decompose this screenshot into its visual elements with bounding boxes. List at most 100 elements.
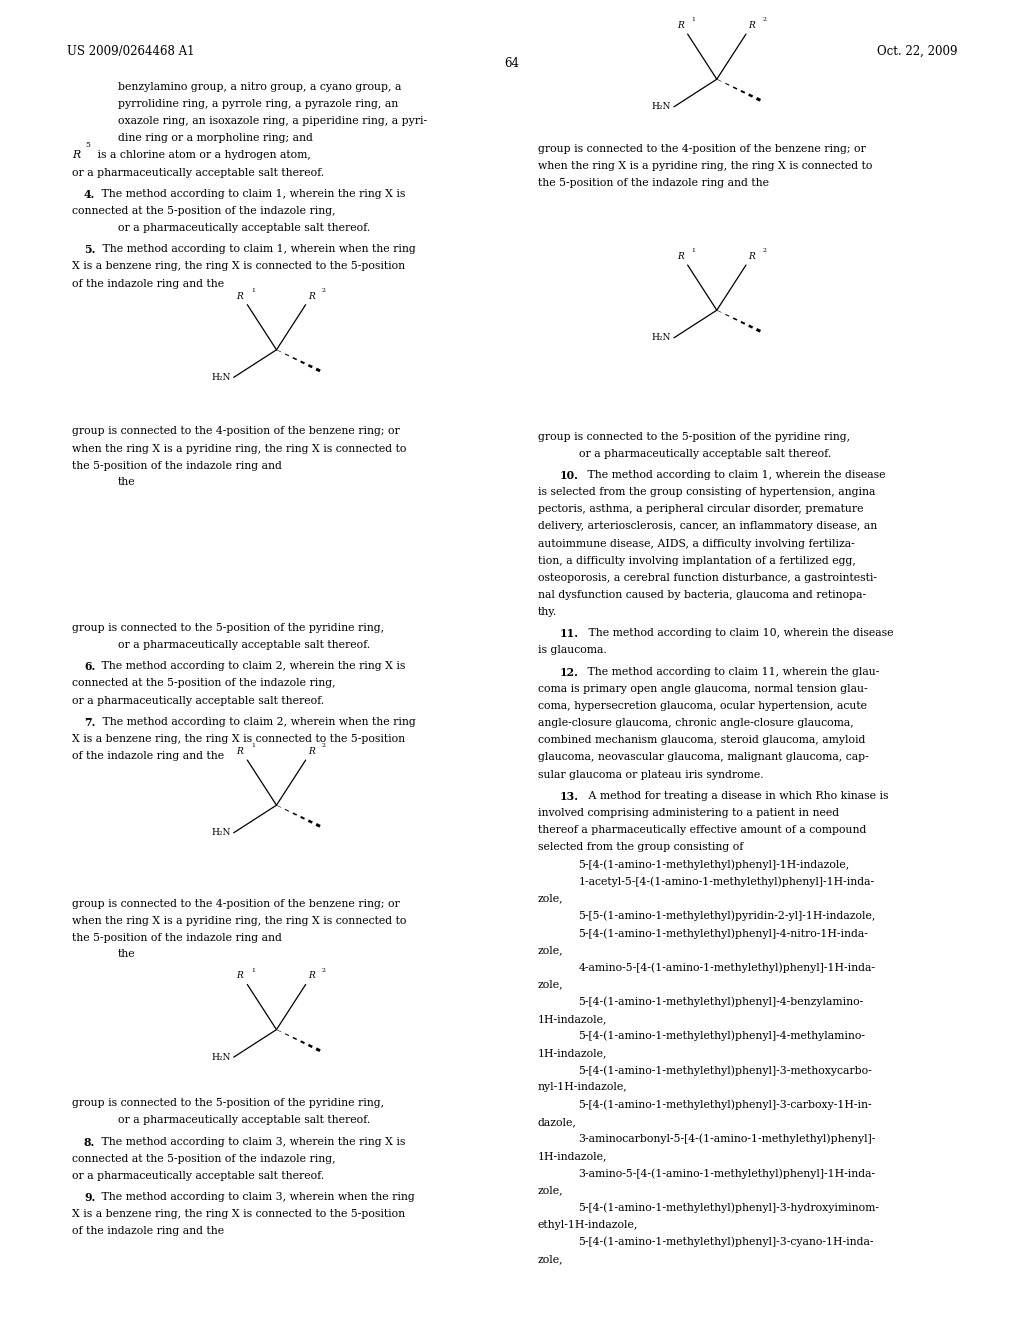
Text: group is connected to the 5-position of the pyridine ring,: group is connected to the 5-position of … <box>72 623 384 634</box>
Text: The method according to claim 1, wherein when the ring: The method according to claim 1, wherein… <box>98 244 416 255</box>
Text: coma is primary open angle glaucoma, normal tension glau-: coma is primary open angle glaucoma, nor… <box>538 684 867 694</box>
Text: 1-acetyl-5-[4-(1-amino-1-methylethyl)phenyl]-1H-inda-: 1-acetyl-5-[4-(1-amino-1-methylethyl)phe… <box>579 876 874 887</box>
Text: The method according to claim 1, wherein the disease: The method according to claim 1, wherein… <box>585 470 886 480</box>
Text: pectoris, asthma, a peripheral circular disorder, premature: pectoris, asthma, a peripheral circular … <box>538 504 863 515</box>
Text: autoimmune disease, AIDS, a difficulty involving fertiliza-: autoimmune disease, AIDS, a difficulty i… <box>538 539 854 549</box>
Text: 2: 2 <box>322 743 326 748</box>
Text: 13.: 13. <box>560 791 580 801</box>
Text: R: R <box>237 747 244 756</box>
Text: 64: 64 <box>505 57 519 70</box>
Text: 1: 1 <box>252 968 255 973</box>
Text: R: R <box>307 292 314 301</box>
Text: 5-[4-(1-amino-1-methylethyl)phenyl]-3-hydroxyiminom-: 5-[4-(1-amino-1-methylethyl)phenyl]-3-hy… <box>579 1203 880 1213</box>
Text: R: R <box>748 252 755 261</box>
Text: US 2009/0264468 A1: US 2009/0264468 A1 <box>67 45 195 58</box>
Text: the 5-position of the indazole ring and the: the 5-position of the indazole ring and … <box>538 178 769 189</box>
Text: 3-aminocarbonyl-5-[4-(1-amino-1-methylethyl)phenyl]-: 3-aminocarbonyl-5-[4-(1-amino-1-methylet… <box>579 1134 876 1144</box>
Text: 7.: 7. <box>84 717 95 727</box>
Text: 5-[4-(1-amino-1-methylethyl)phenyl]-3-cyano-1H-inda-: 5-[4-(1-amino-1-methylethyl)phenyl]-3-cy… <box>579 1237 874 1247</box>
Text: 5: 5 <box>85 141 90 149</box>
Text: group is connected to the 5-position of the pyridine ring,: group is connected to the 5-position of … <box>538 432 850 442</box>
Text: or a pharmaceutically acceptable salt thereof.: or a pharmaceutically acceptable salt th… <box>72 168 324 178</box>
Text: 5-[5-(1-amino-1-methylethyl)pyridin-2-yl]-1H-indazole,: 5-[5-(1-amino-1-methylethyl)pyridin-2-yl… <box>579 911 876 921</box>
Text: selected from the group consisting of: selected from the group consisting of <box>538 842 743 853</box>
Text: or a pharmaceutically acceptable salt thereof.: or a pharmaceutically acceptable salt th… <box>118 640 370 651</box>
Text: or a pharmaceutically acceptable salt thereof.: or a pharmaceutically acceptable salt th… <box>579 449 830 459</box>
Text: 5-[4-(1-amino-1-methylethyl)phenyl]-4-methylamino-: 5-[4-(1-amino-1-methylethyl)phenyl]-4-me… <box>579 1031 865 1041</box>
Text: R: R <box>237 292 244 301</box>
Text: The method according to claim 1, wherein the ring X is: The method according to claim 1, wherein… <box>98 189 406 199</box>
Text: when the ring X is a pyridine ring, the ring X is connected to: when the ring X is a pyridine ring, the … <box>72 916 407 927</box>
Text: H₂N: H₂N <box>651 102 671 111</box>
Text: X is a benzene ring, the ring X is connected to the 5-position: X is a benzene ring, the ring X is conne… <box>72 261 404 272</box>
Text: 1H-indazole,: 1H-indazole, <box>538 1151 607 1162</box>
Text: 5-[4-(1-amino-1-methylethyl)phenyl]-4-benzylamino-: 5-[4-(1-amino-1-methylethyl)phenyl]-4-be… <box>579 997 864 1007</box>
Text: zole,: zole, <box>538 945 563 956</box>
Text: X is a benzene ring, the ring X is connected to the 5-position: X is a benzene ring, the ring X is conne… <box>72 1209 404 1220</box>
Text: 4.: 4. <box>84 189 95 199</box>
Text: tion, a difficulty involving implantation of a fertilized egg,: tion, a difficulty involving implantatio… <box>538 556 855 566</box>
Text: the 5-position of the indazole ring and: the 5-position of the indazole ring and <box>72 933 282 944</box>
Text: The method according to claim 2, wherein the ring X is: The method according to claim 2, wherein… <box>98 661 406 672</box>
Text: is a chlorine atom or a hydrogen atom,: is a chlorine atom or a hydrogen atom, <box>94 150 311 161</box>
Text: 1: 1 <box>252 288 255 293</box>
Text: glaucoma, neovascular glaucoma, malignant glaucoma, cap-: glaucoma, neovascular glaucoma, malignan… <box>538 752 868 763</box>
Text: the 5-position of the indazole ring and: the 5-position of the indazole ring and <box>72 461 282 471</box>
Text: R: R <box>307 972 314 981</box>
Text: H₂N: H₂N <box>651 333 671 342</box>
Text: H₂N: H₂N <box>211 1052 230 1061</box>
Text: group is connected to the 4-position of the benzene ring; or: group is connected to the 4-position of … <box>72 426 399 437</box>
Text: 2: 2 <box>762 17 766 22</box>
Text: 1H-indazole,: 1H-indazole, <box>538 1048 607 1059</box>
Text: dazole,: dazole, <box>538 1117 577 1127</box>
Text: connected at the 5-position of the indazole ring,: connected at the 5-position of the indaz… <box>72 678 335 689</box>
Text: dine ring or a morpholine ring; and: dine ring or a morpholine ring; and <box>118 133 312 144</box>
Text: or a pharmaceutically acceptable salt thereof.: or a pharmaceutically acceptable salt th… <box>118 223 370 234</box>
Text: or a pharmaceutically acceptable salt thereof.: or a pharmaceutically acceptable salt th… <box>72 696 324 706</box>
Text: combined mechanism glaucoma, steroid glaucoma, amyloid: combined mechanism glaucoma, steroid gla… <box>538 735 865 746</box>
Text: of the indazole ring and the: of the indazole ring and the <box>72 279 224 289</box>
Text: 1: 1 <box>692 17 695 22</box>
Text: ethyl-1H-indazole,: ethyl-1H-indazole, <box>538 1220 638 1230</box>
Text: 1H-indazole,: 1H-indazole, <box>538 1014 607 1024</box>
Text: R: R <box>677 21 684 30</box>
Text: 4-amino-5-[4-(1-amino-1-methylethyl)phenyl]-1H-inda-: 4-amino-5-[4-(1-amino-1-methylethyl)phen… <box>579 962 876 973</box>
Text: zole,: zole, <box>538 894 563 904</box>
Text: group is connected to the 4-position of the benzene ring; or: group is connected to the 4-position of … <box>538 144 865 154</box>
Text: delivery, arteriosclerosis, cancer, an inflammatory disease, an: delivery, arteriosclerosis, cancer, an i… <box>538 521 877 532</box>
Text: H₂N: H₂N <box>211 372 230 381</box>
Text: The method according to claim 3, wherein when the ring: The method according to claim 3, wherein… <box>98 1192 416 1203</box>
Text: The method according to claim 3, wherein the ring X is: The method according to claim 3, wherein… <box>98 1137 406 1147</box>
Text: The method according to claim 10, wherein the disease: The method according to claim 10, wherei… <box>585 628 893 639</box>
Text: 8.: 8. <box>84 1137 95 1147</box>
Text: the: the <box>118 949 135 960</box>
Text: The method according to claim 2, wherein when the ring: The method according to claim 2, wherein… <box>98 717 416 727</box>
Text: coma, hypersecretion glaucoma, ocular hypertension, acute: coma, hypersecretion glaucoma, ocular hy… <box>538 701 866 711</box>
Text: group is connected to the 5-position of the pyridine ring,: group is connected to the 5-position of … <box>72 1098 384 1109</box>
Text: The method according to claim 11, wherein the glau-: The method according to claim 11, wherei… <box>585 667 880 677</box>
Text: zole,: zole, <box>538 1185 563 1196</box>
Text: benzylamino group, a nitro group, a cyano group, a: benzylamino group, a nitro group, a cyan… <box>118 82 401 92</box>
Text: 1: 1 <box>252 743 255 748</box>
Text: group is connected to the 4-position of the benzene ring; or: group is connected to the 4-position of … <box>72 899 399 909</box>
Text: R: R <box>677 252 684 261</box>
Text: when the ring X is a pyridine ring, the ring X is connected to: when the ring X is a pyridine ring, the … <box>538 161 872 172</box>
Text: zole,: zole, <box>538 1254 563 1265</box>
Text: 11.: 11. <box>560 628 580 639</box>
Text: sular glaucoma or plateau iris syndrome.: sular glaucoma or plateau iris syndrome. <box>538 770 763 780</box>
Text: 3-amino-5-[4-(1-amino-1-methylethyl)phenyl]-1H-inda-: 3-amino-5-[4-(1-amino-1-methylethyl)phen… <box>579 1168 876 1179</box>
Text: oxazole ring, an isoxazole ring, a piperidine ring, a pyri-: oxazole ring, an isoxazole ring, a piper… <box>118 116 427 127</box>
Text: 2: 2 <box>322 288 326 293</box>
Text: of the indazole ring and the: of the indazole ring and the <box>72 1226 224 1237</box>
Text: R: R <box>72 150 80 161</box>
Text: Oct. 22, 2009: Oct. 22, 2009 <box>877 45 957 58</box>
Text: nal dysfunction caused by bacteria, glaucoma and retinopa-: nal dysfunction caused by bacteria, glau… <box>538 590 865 601</box>
Text: 1: 1 <box>692 248 695 253</box>
Text: R: R <box>748 21 755 30</box>
Text: involved comprising administering to a patient in need: involved comprising administering to a p… <box>538 808 839 818</box>
Text: connected at the 5-position of the indazole ring,: connected at the 5-position of the indaz… <box>72 206 335 216</box>
Text: when the ring X is a pyridine ring, the ring X is connected to: when the ring X is a pyridine ring, the … <box>72 444 407 454</box>
Text: 5-[4-(1-amino-1-methylethyl)phenyl]-3-methoxycarbo-: 5-[4-(1-amino-1-methylethyl)phenyl]-3-me… <box>579 1065 872 1076</box>
Text: A method for treating a disease in which Rho kinase is: A method for treating a disease in which… <box>585 791 888 801</box>
Text: X is a benzene ring, the ring X is connected to the 5-position: X is a benzene ring, the ring X is conne… <box>72 734 404 744</box>
